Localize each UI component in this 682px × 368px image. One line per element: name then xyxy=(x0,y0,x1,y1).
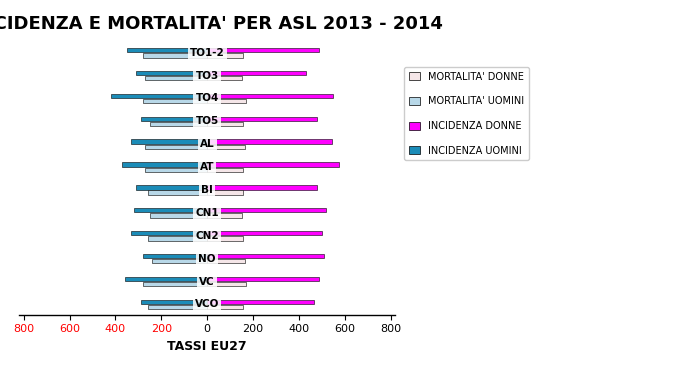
Text: CN2: CN2 xyxy=(195,231,219,241)
Bar xyxy=(207,122,243,126)
Bar xyxy=(207,231,322,235)
Text: BI: BI xyxy=(201,185,213,195)
Legend: MORTALITA' DONNE, MORTALITA' UOMINI, INCIDENZA DONNE, INCIDENZA UOMINI: MORTALITA' DONNE, MORTALITA' UOMINI, INC… xyxy=(404,67,529,160)
Text: TO5: TO5 xyxy=(196,116,219,126)
Title: INCIDENZA E MORTALITA' PER ASL 2013 - 2014: INCIDENZA E MORTALITA' PER ASL 2013 - 20… xyxy=(0,15,443,33)
Bar xyxy=(207,76,241,80)
Bar xyxy=(150,213,207,218)
Bar xyxy=(147,191,207,195)
Bar xyxy=(207,48,319,52)
Bar xyxy=(207,208,327,212)
Bar xyxy=(143,53,207,57)
X-axis label: TASSI EU27: TASSI EU27 xyxy=(167,340,247,353)
Bar xyxy=(140,300,207,304)
Bar xyxy=(207,94,333,98)
Text: NO: NO xyxy=(198,254,216,263)
Bar xyxy=(207,236,243,241)
Bar xyxy=(147,305,207,309)
Bar xyxy=(143,282,207,286)
Bar xyxy=(127,48,207,52)
Bar xyxy=(145,76,207,80)
Bar xyxy=(132,231,207,235)
Text: TO3: TO3 xyxy=(196,71,219,81)
Text: VC: VC xyxy=(199,276,215,287)
Bar xyxy=(207,99,246,103)
Text: CN1: CN1 xyxy=(195,208,219,218)
Bar xyxy=(207,277,319,281)
Bar xyxy=(207,167,243,172)
Bar xyxy=(125,277,207,281)
Bar xyxy=(145,167,207,172)
Bar xyxy=(152,259,207,263)
Bar xyxy=(132,139,207,144)
Bar xyxy=(207,162,339,167)
Bar xyxy=(150,122,207,126)
Bar xyxy=(143,99,207,103)
Bar xyxy=(207,305,243,309)
Bar xyxy=(207,145,245,149)
Text: AL: AL xyxy=(200,139,214,149)
Text: VCO: VCO xyxy=(195,300,220,309)
Bar xyxy=(111,94,207,98)
Text: AT: AT xyxy=(200,162,214,172)
Bar xyxy=(136,185,207,190)
Bar xyxy=(147,236,207,241)
Text: TO4: TO4 xyxy=(196,93,219,103)
Bar xyxy=(207,71,306,75)
Bar xyxy=(207,185,317,190)
Bar xyxy=(207,139,332,144)
Bar xyxy=(207,254,324,258)
Bar xyxy=(207,259,245,263)
Text: TO1-2: TO1-2 xyxy=(190,48,224,58)
Bar xyxy=(207,213,241,218)
Bar xyxy=(134,208,207,212)
Bar xyxy=(122,162,207,167)
Bar xyxy=(207,282,246,286)
Bar xyxy=(140,117,207,121)
Bar xyxy=(145,145,207,149)
Bar xyxy=(207,53,243,57)
Bar xyxy=(143,254,207,258)
Bar xyxy=(207,117,317,121)
Bar xyxy=(207,191,243,195)
Bar xyxy=(136,71,207,75)
Bar xyxy=(207,300,314,304)
